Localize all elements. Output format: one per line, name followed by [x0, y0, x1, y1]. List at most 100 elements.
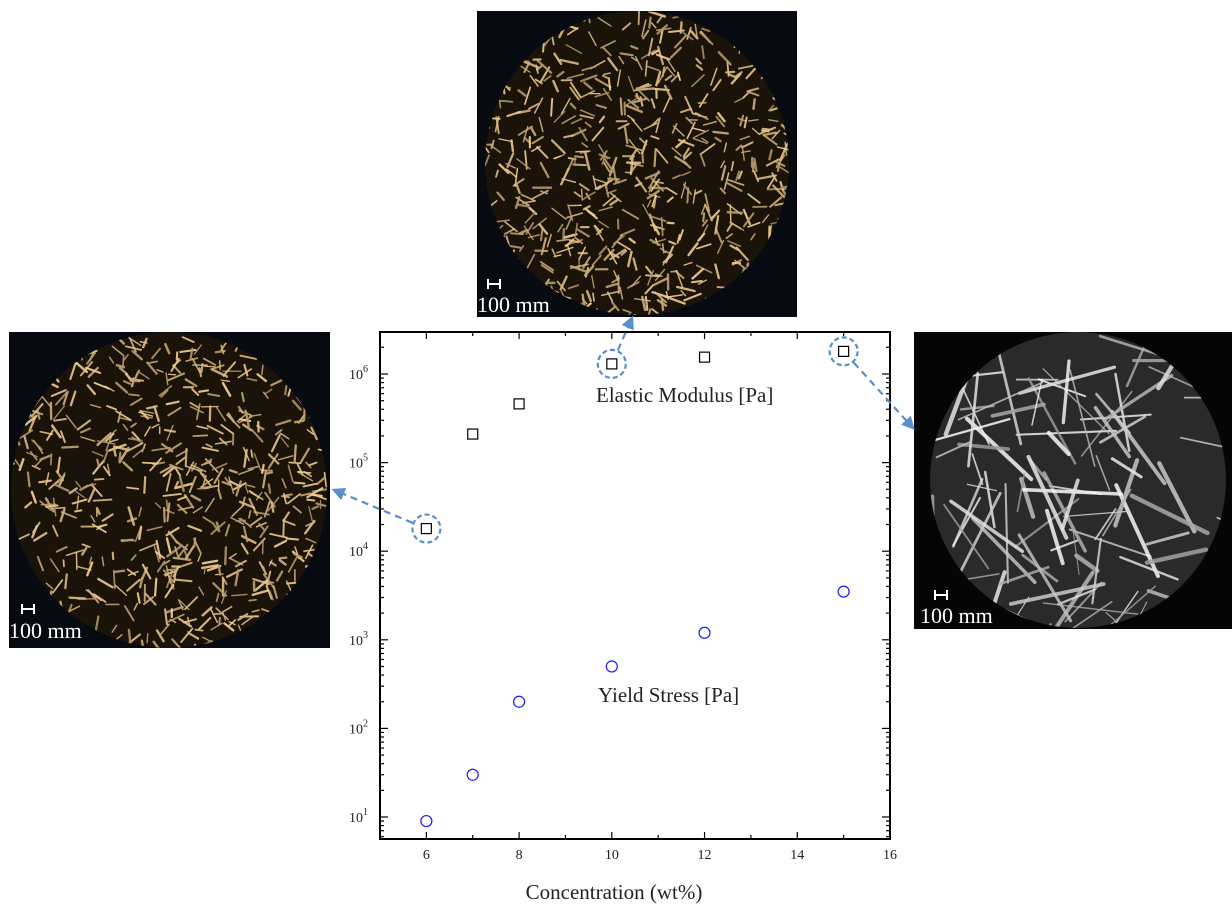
crystal: [126, 442, 144, 453]
crystal: [550, 139, 566, 155]
crystal: [81, 546, 88, 556]
crystal: [490, 139, 495, 150]
crystal: [237, 613, 249, 621]
crystal: [242, 525, 249, 543]
crystal: [270, 379, 283, 387]
crystal: [14, 459, 21, 468]
crystal: [18, 458, 25, 472]
crystal: [540, 228, 544, 242]
crystal: [648, 16, 652, 29]
crystal: [578, 127, 588, 142]
crystal: [305, 461, 312, 469]
crystal: [281, 478, 287, 489]
crystal: [602, 47, 612, 57]
crystal: [631, 97, 648, 104]
crystal: [1015, 429, 1117, 436]
crystal: [114, 584, 128, 596]
crystal: [613, 178, 627, 185]
crystal: [122, 423, 129, 432]
crystal: [215, 607, 229, 621]
crystal: [141, 461, 159, 465]
crystal: [702, 212, 706, 223]
crystal: [645, 274, 661, 278]
crystal: [282, 519, 296, 526]
crystal: [252, 577, 270, 586]
crystal: [277, 455, 294, 461]
crystal: [93, 593, 107, 603]
crystal: [201, 446, 219, 452]
crystal: [201, 475, 207, 489]
micrograph-right-image: [914, 332, 1232, 629]
crystal: [505, 168, 518, 178]
crystal: [1064, 581, 1103, 623]
crystal: [26, 471, 31, 488]
crystal: [762, 131, 777, 137]
crystal: [189, 401, 200, 409]
crystal: [127, 506, 136, 526]
crystal: [68, 596, 87, 600]
crystal: [714, 263, 721, 280]
crystal: [162, 493, 182, 497]
crystal: [697, 279, 707, 285]
crystal: [115, 634, 123, 641]
crystal: [561, 115, 576, 125]
crystal: [202, 636, 212, 643]
crystal: [607, 248, 618, 265]
crystal: [723, 142, 728, 153]
crystal: [215, 521, 221, 533]
crystal: [231, 504, 245, 517]
crystal: [133, 602, 139, 611]
crystal: [1016, 473, 1026, 513]
crystal: [641, 152, 645, 164]
crystal: [619, 52, 634, 57]
crystal: [299, 447, 310, 464]
crystal: [702, 120, 717, 126]
crystal: [72, 359, 89, 374]
crystal: [584, 121, 592, 128]
crystal: [31, 464, 41, 471]
crystal: [296, 463, 304, 476]
crystal: [619, 228, 636, 237]
crystal: [165, 565, 172, 584]
crystal: [224, 523, 231, 537]
crystal: [672, 174, 681, 180]
crystal: [520, 65, 531, 73]
crystal: [695, 64, 704, 71]
crystal: [743, 116, 748, 129]
crystal: [306, 498, 316, 502]
crystal: [126, 486, 140, 490]
crystal: [553, 52, 563, 66]
crystal: [1145, 531, 1190, 546]
crystal: [293, 419, 305, 424]
crystal: [80, 436, 96, 442]
crystal: [184, 465, 203, 472]
crystal: [614, 177, 620, 184]
crystal: [228, 553, 237, 559]
crystal: [661, 243, 665, 254]
crystal: [293, 481, 306, 485]
crystal: [207, 392, 221, 398]
crystal: [768, 149, 773, 161]
crystal: [87, 483, 97, 487]
crystal: [160, 623, 170, 635]
crystal: [742, 208, 752, 226]
crystal: [496, 191, 505, 201]
crystal: [575, 150, 591, 153]
x-tick-label: 16: [883, 848, 897, 863]
crystal: [165, 537, 172, 554]
crystal: [302, 482, 319, 488]
crystal: [160, 389, 169, 398]
crystal: [305, 521, 316, 527]
crystal: [238, 468, 254, 476]
crystal: [261, 364, 264, 376]
crystal: [629, 154, 634, 176]
crystal: [286, 493, 301, 505]
crystal: [752, 98, 756, 111]
crystal: [1046, 570, 1095, 628]
crystal: [165, 472, 172, 492]
crystal: [92, 498, 113, 502]
crystal: [627, 75, 635, 92]
crystal: [669, 297, 686, 305]
crystal: [695, 264, 713, 274]
crystal: [310, 426, 318, 441]
